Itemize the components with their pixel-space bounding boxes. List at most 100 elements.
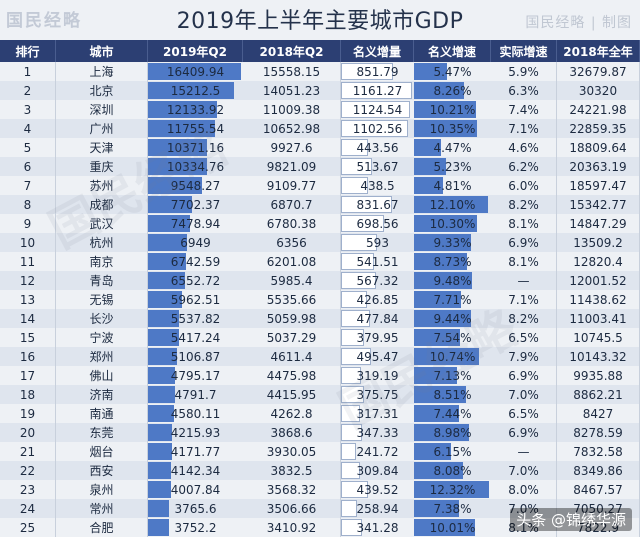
header-col-city: 城市 [56,40,148,62]
table-row: 1 上海 16409.94 15558.15 851.79 5.47% 5.9% 32679.… [0,62,640,81]
nominal-increase-value: 443.56 [356,140,399,155]
col-nominal-growth-cell: 10.01% [414,518,491,537]
real-growth-value: 7.0% [491,385,557,404]
nominal-growth-bar [414,367,458,384]
col-nominal-growth-cell: 9.44% [414,309,491,328]
col-q2-2019-cell: 4580.11 [148,404,243,423]
col-nominal-increase-cell: 426.85 [341,290,414,309]
q2-2019-bar [148,120,215,137]
nominal-growth-bar [414,405,460,422]
real-growth-value: 6.3% [491,81,557,100]
nominal-increase-bar [341,101,410,118]
city-value: 北京 [56,81,148,100]
q2-2019-bar [148,443,172,460]
nominal-increase-value: 513.67 [356,159,399,174]
city-value: 苏州 [56,176,148,195]
col-q2-2019-cell: 5106.87 [148,347,243,366]
nominal-growth-bar [414,348,480,365]
nominal-increase-bar [341,253,375,270]
nominal-increase-value: 698.56 [356,216,399,231]
header-col-q2-2018: 2018年Q2 [243,40,341,62]
nominal-growth-value: 7.13% [433,368,472,383]
q2-2019-value: 11755.54 [166,121,225,136]
full-2018-value: 8862.21 [557,385,640,404]
q2-2018-value: 11009.38 [243,100,341,119]
header-col-real-growth: 实际增速 [491,40,557,62]
q2-2019-value: 6742.59 [170,254,221,269]
nominal-increase-bar [341,63,394,80]
table-row: 2 北京 15212.5 14051.23 1161.27 8.26% 6.3% 30320 [0,81,640,100]
q2-2018-value: 4611.4 [243,347,341,366]
footer-watermark: 头条 @锦绣华源 [510,508,632,531]
col-nominal-growth-cell: 5.23% [414,157,491,176]
col-q2-2019-cell: 5537.82 [148,309,243,328]
col-q2-2019-cell: 5417.24 [148,328,243,347]
rank-value: 18 [0,385,56,404]
full-2018-value: 8427 [557,404,640,423]
nominal-increase-bar [341,272,376,289]
rank-value: 3 [0,100,56,119]
nominal-growth-bar [414,82,465,99]
q2-2018-value: 6201.08 [243,252,341,271]
full-2018-value: 18809.64 [557,138,640,157]
full-2018-value: 24221.98 [557,100,640,119]
col-nominal-growth-cell: 4.47% [414,138,491,157]
q2-2018-value: 4475.98 [243,366,341,385]
q2-2019-bar [148,519,170,536]
q2-2019-value: 6949 [180,235,211,250]
table-row: 21 烟台 4171.77 3930.05 241.72 6.15% —7832.58 [0,442,640,461]
nominal-growth-bar [414,519,475,536]
q2-2018-value: 9927.6 [243,138,341,157]
col-nominal-growth-cell: 7.38% [414,499,491,518]
city-value: 佛山 [56,366,148,385]
real-growth-value: — [491,442,557,461]
col-q2-2019-cell: 10371.16 [148,138,243,157]
chart-title: 2019年上半年主要城市GDP [176,9,464,34]
real-growth-value: 4.6% [491,138,557,157]
q2-2019-bar [148,500,170,517]
nominal-increase-bar [341,443,356,460]
nominal-growth-bar [414,500,459,517]
q2-2019-value: 4791.7 [174,387,217,402]
rank-value: 13 [0,290,56,309]
col-nominal-increase-cell: 513.67 [341,157,414,176]
q2-2019-bar [148,386,176,403]
nominal-increase-bar [341,462,360,479]
q2-2019-value: 3765.6 [174,501,217,516]
nominal-increase-bar [341,310,371,327]
nominal-increase-value: 241.72 [356,444,399,459]
col-nominal-increase-cell: 379.95 [341,328,414,347]
q2-2019-bar [148,234,188,251]
q2-2018-value: 3410.92 [243,518,341,537]
full-2018-value: 8467.57 [557,480,640,499]
q2-2018-value: 3506.66 [243,499,341,518]
real-growth-value: — [491,271,557,290]
rank-value: 22 [0,461,56,480]
q2-2019-bar [148,139,207,156]
nominal-growth-value: 10.21% [429,102,476,117]
q2-2019-bar [148,481,171,498]
nominal-growth-bar [414,481,489,498]
real-growth-value: 7.0% [491,499,557,518]
nominal-growth-value: 4.81% [433,178,472,193]
col-nominal-increase-cell: 309.84 [341,461,414,480]
nominal-increase-bar [341,196,392,213]
nominal-increase-bar [341,234,378,251]
col-q2-2019-cell: 6742.59 [148,252,243,271]
city-value: 南通 [56,404,148,423]
full-2018-value: 32679.87 [557,62,640,81]
col-nominal-growth-cell: 10.21% [414,100,491,119]
rank-value: 19 [0,404,56,423]
city-value: 郑州 [56,347,148,366]
real-growth-value: 6.5% [491,404,557,423]
table-row: 18 济南 4791.7 4415.95 375.75 8.51% 7.0% 8862.21 [0,385,640,404]
q2-2019-bar [148,272,186,289]
col-nominal-increase-cell: 317.31 [341,404,414,423]
table-row: 15 宁波 5417.24 5037.29 379.95 7.54% 6.5% 10745.5 [0,328,640,347]
q2-2018-value: 6780.38 [243,214,341,233]
rank-value: 10 [0,233,56,252]
nominal-growth-value: 10.30% [429,216,476,231]
header-col-nominal-increase: 名义增量 [341,40,414,62]
nominal-growth-value: 9.33% [433,235,472,250]
nominal-increase-value: 347.33 [356,425,399,440]
